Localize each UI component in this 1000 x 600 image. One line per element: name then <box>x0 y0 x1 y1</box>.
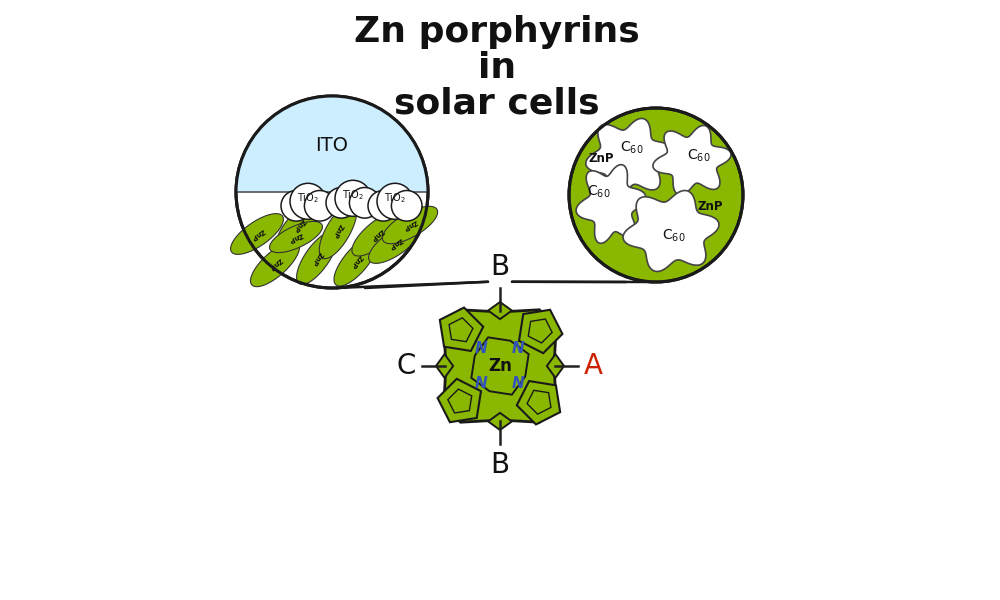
Polygon shape <box>231 214 283 254</box>
Text: ZnP: ZnP <box>697 200 723 214</box>
Polygon shape <box>352 212 402 256</box>
Polygon shape <box>334 236 378 286</box>
Polygon shape <box>623 191 719 271</box>
Text: ZnP: ZnP <box>249 227 265 241</box>
Text: N: N <box>475 376 488 391</box>
Text: A: A <box>584 352 603 380</box>
Circle shape <box>236 96 428 288</box>
Circle shape <box>377 184 413 219</box>
Text: ZnP: ZnP <box>288 231 304 243</box>
Text: in: in <box>478 51 516 85</box>
Polygon shape <box>438 379 481 422</box>
Text: C$_{60}$: C$_{60}$ <box>587 184 611 200</box>
Circle shape <box>349 187 380 218</box>
Text: TiO$_2$: TiO$_2$ <box>297 191 319 205</box>
Text: N: N <box>512 376 525 391</box>
Circle shape <box>569 108 743 282</box>
Text: ZnP: ZnP <box>349 253 363 269</box>
Polygon shape <box>276 200 322 250</box>
Text: Zn: Zn <box>488 357 512 375</box>
Circle shape <box>281 190 312 221</box>
Polygon shape <box>440 308 483 351</box>
Polygon shape <box>319 203 357 259</box>
Text: N: N <box>512 341 525 356</box>
Polygon shape <box>488 302 512 319</box>
Text: TiO$_2$: TiO$_2$ <box>384 191 406 205</box>
Polygon shape <box>369 223 421 263</box>
Text: ZnP: ZnP <box>310 250 324 266</box>
Circle shape <box>326 187 357 218</box>
Text: ZnP: ZnP <box>292 217 306 233</box>
Text: ZnP: ZnP <box>369 227 385 241</box>
Text: C$_{60}$: C$_{60}$ <box>662 227 686 244</box>
Text: ZnP: ZnP <box>402 218 418 232</box>
Text: C$_{60}$: C$_{60}$ <box>687 148 711 164</box>
Polygon shape <box>297 232 337 284</box>
Polygon shape <box>586 118 672 196</box>
Text: B: B <box>490 253 510 281</box>
Text: N: N <box>475 341 488 356</box>
Polygon shape <box>488 413 512 430</box>
Polygon shape <box>519 310 562 353</box>
Polygon shape <box>547 354 564 378</box>
Polygon shape <box>270 221 322 253</box>
Polygon shape <box>236 96 428 192</box>
Text: C$_{60}$: C$_{60}$ <box>620 140 644 157</box>
Text: B: B <box>490 451 510 479</box>
Polygon shape <box>471 337 529 395</box>
Text: TiO$_2$: TiO$_2$ <box>342 188 364 202</box>
Text: ZnP: ZnP <box>588 152 614 166</box>
Text: ZnP: ZnP <box>267 257 283 271</box>
Polygon shape <box>382 206 438 244</box>
Circle shape <box>368 190 399 221</box>
Polygon shape <box>653 125 731 195</box>
Circle shape <box>290 184 326 219</box>
Circle shape <box>391 190 422 221</box>
Text: Zn porphyrins: Zn porphyrins <box>354 15 640 49</box>
Text: solar cells: solar cells <box>394 87 600 121</box>
Polygon shape <box>250 241 300 287</box>
Text: ZnP: ZnP <box>387 236 403 250</box>
Polygon shape <box>576 164 646 244</box>
Polygon shape <box>436 354 453 378</box>
Circle shape <box>304 190 335 221</box>
Circle shape <box>335 180 371 216</box>
Polygon shape <box>517 381 560 424</box>
Text: ZnP: ZnP <box>332 223 344 239</box>
Text: ITO: ITO <box>316 136 349 155</box>
Polygon shape <box>444 310 556 422</box>
Text: C: C <box>396 352 416 380</box>
